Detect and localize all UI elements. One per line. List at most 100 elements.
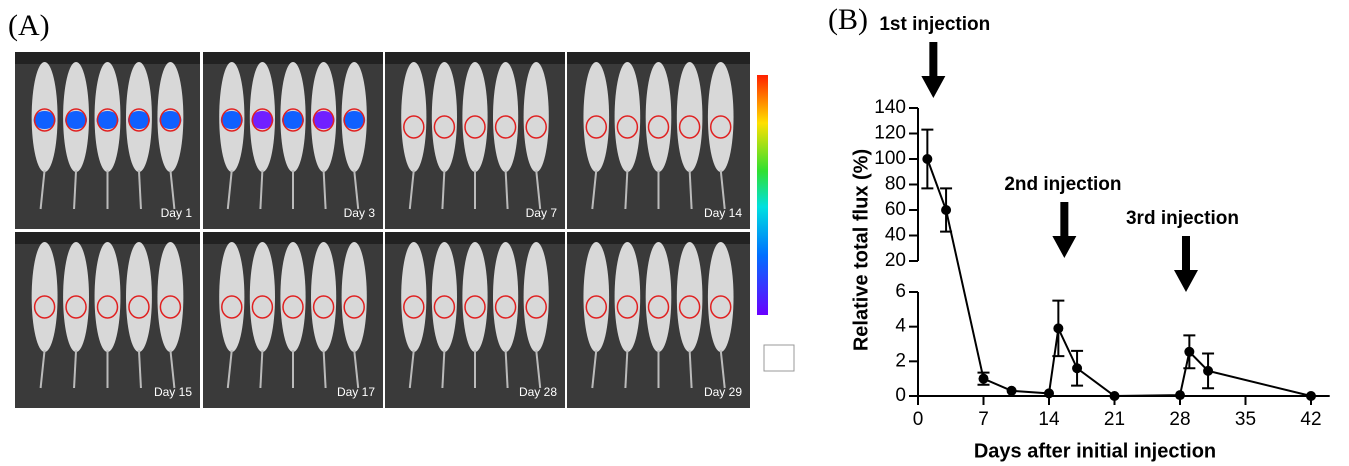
signal — [282, 111, 304, 129]
mouse-body — [645, 242, 672, 352]
mouse-tail — [169, 169, 176, 210]
data-point — [1174, 390, 1185, 401]
day-label: Day 17 — [337, 385, 375, 399]
y-tick-label: 6 — [895, 281, 906, 302]
image-top — [15, 232, 200, 244]
roi-circle — [251, 108, 274, 132]
mouse-tail — [322, 169, 327, 210]
roi-circle — [312, 108, 335, 132]
mouse-body — [341, 242, 367, 352]
mouse-body — [126, 242, 152, 352]
day-label: Day 15 — [154, 385, 192, 399]
mouse-body — [583, 62, 610, 172]
mouse-body — [157, 242, 184, 352]
mouse-tail — [137, 349, 142, 389]
roi-circle — [65, 108, 87, 132]
signal — [127, 111, 150, 129]
roi-circle — [585, 295, 608, 319]
data-point — [1109, 391, 1120, 401]
day-label: Day 7 — [526, 206, 558, 220]
day-label: Day 1 — [161, 206, 193, 220]
image-top — [15, 52, 200, 64]
mouse-body — [280, 242, 306, 352]
mouse-tail — [322, 349, 327, 389]
x-axis-label: Days after initial injection — [974, 440, 1216, 462]
panel-label: (A) — [8, 9, 50, 42]
day-label: Day 28 — [519, 385, 557, 399]
roi-circle — [709, 295, 732, 319]
mouse-body — [614, 62, 641, 172]
roi-circle — [678, 295, 701, 319]
mouse-tail — [39, 349, 46, 389]
signal — [343, 111, 366, 129]
roi-circle — [494, 115, 517, 139]
mouse-body — [707, 62, 734, 172]
mouse-tail — [504, 169, 509, 210]
mouse-body — [94, 242, 121, 352]
mouse-tail — [719, 349, 726, 389]
data-point — [941, 205, 952, 215]
x-tick-label: 42 — [1300, 409, 1321, 430]
injection-arrow — [1052, 202, 1077, 258]
mouse-tail — [408, 349, 415, 389]
x-tick-label: 21 — [1104, 409, 1125, 430]
roi-circle — [525, 115, 547, 139]
annotation: 1st injection — [879, 14, 990, 35]
mouse-tail — [504, 349, 509, 389]
roi-circle — [525, 295, 547, 319]
roi-circle — [433, 295, 456, 319]
image-top — [203, 232, 383, 244]
mouse-tail — [591, 169, 598, 210]
mouse-tail — [226, 349, 233, 389]
mouse-body — [676, 242, 703, 352]
y-tick-label: 100 — [874, 148, 906, 169]
mouse-tail — [73, 169, 78, 210]
day-label: Day 29 — [704, 385, 742, 399]
mouse-body — [401, 242, 427, 352]
signal — [159, 111, 182, 129]
y-tick-label: 60 — [885, 199, 906, 220]
mouse-tail — [137, 169, 142, 210]
roi-circle — [647, 295, 670, 319]
image-top — [385, 52, 565, 64]
roi-circle — [585, 115, 608, 139]
mouse-tail — [591, 349, 598, 389]
mouse-tail — [688, 169, 693, 210]
data-point — [978, 373, 989, 384]
roi-circle — [282, 295, 304, 319]
y-axis-label: Relative total flux (%) — [850, 149, 872, 351]
roi-circle — [464, 115, 486, 139]
annotation: 2nd injection — [1004, 174, 1121, 195]
mouse-tail — [353, 169, 360, 210]
mouse-body — [431, 62, 457, 172]
signal — [96, 111, 119, 129]
roi-circle — [96, 295, 119, 319]
mouse-tail — [226, 169, 233, 210]
mouse-tail — [169, 349, 176, 389]
roi-circle — [159, 295, 182, 319]
mouse-tail — [624, 169, 629, 210]
x-tick-label: 28 — [1169, 409, 1190, 430]
color-scale-box — [763, 344, 795, 372]
mouse-body — [219, 242, 245, 352]
roi-circle — [678, 115, 701, 139]
injection-arrow — [921, 42, 946, 98]
y-tick-label: 120 — [874, 123, 906, 144]
data-point — [1203, 365, 1214, 376]
roi-circle — [96, 108, 119, 132]
mouse-body — [31, 242, 58, 352]
roi-circle — [343, 108, 365, 132]
mouse-body — [462, 62, 488, 172]
color-bar — [757, 75, 768, 315]
mouse-body — [493, 242, 519, 352]
mouse-tail — [535, 169, 542, 210]
y-tick-label: 40 — [885, 225, 906, 246]
data-point — [1184, 346, 1195, 357]
mouse-body — [707, 242, 734, 352]
day-label: Day 14 — [704, 206, 742, 220]
roi-circle — [312, 295, 335, 319]
y-tick-label: 140 — [874, 97, 906, 118]
signal — [220, 111, 243, 129]
roi-circle — [251, 295, 274, 319]
